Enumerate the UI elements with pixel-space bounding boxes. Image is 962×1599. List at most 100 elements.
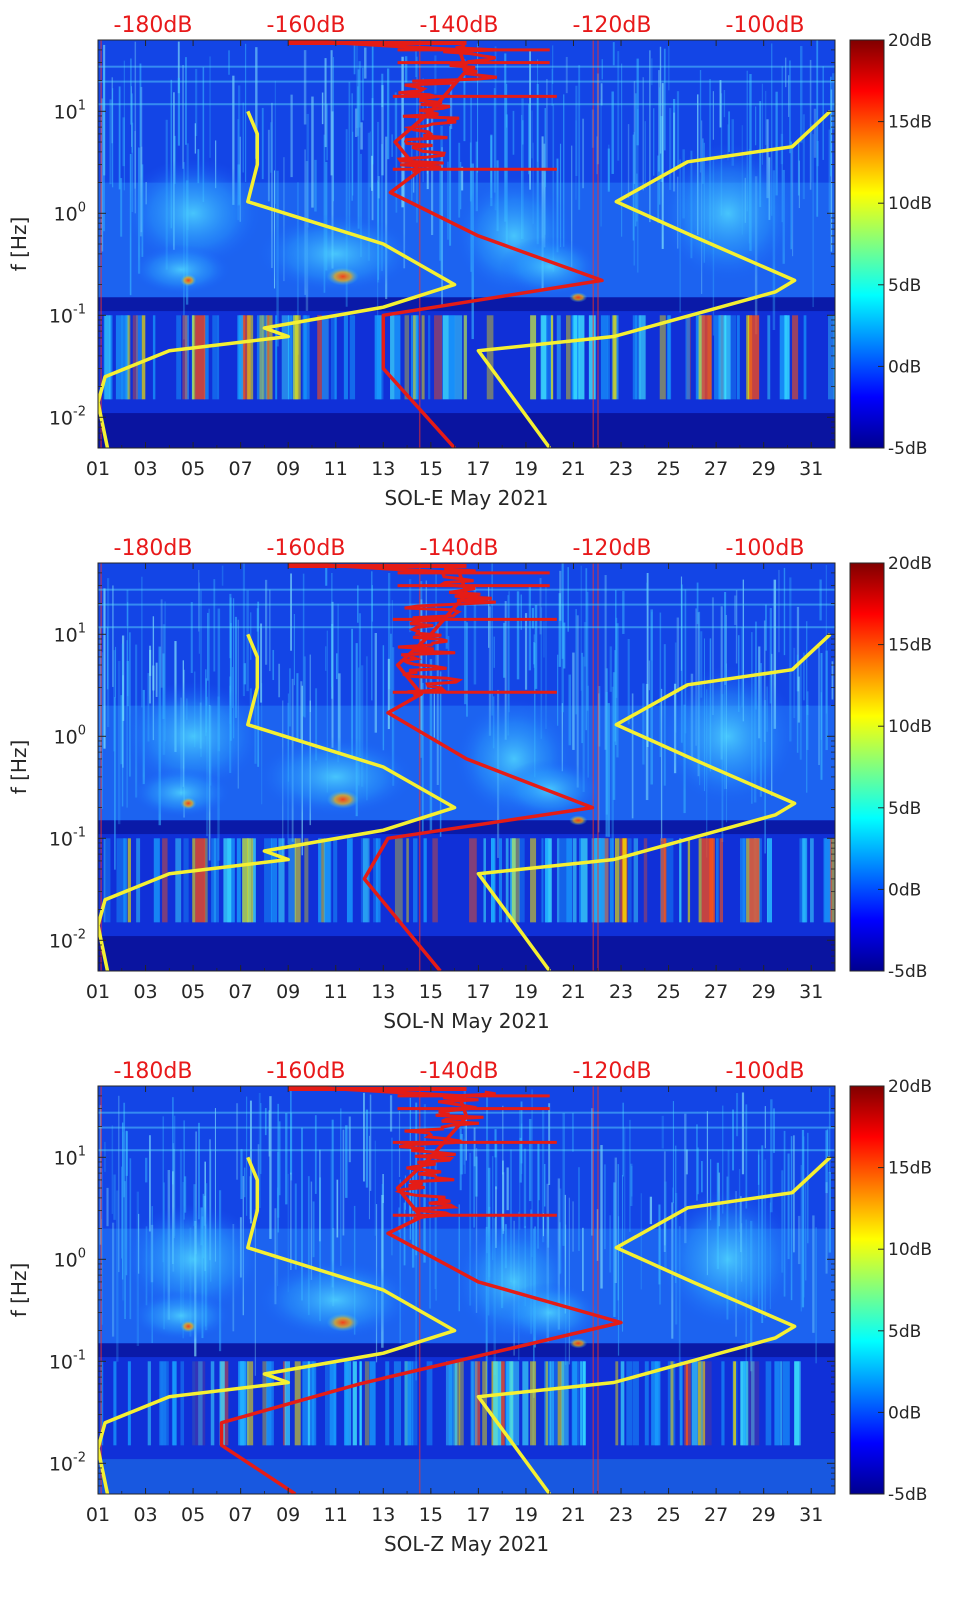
- x-tick-label: 27: [704, 1504, 728, 1526]
- top-db-label: -160dB: [267, 1059, 346, 1084]
- x-tick-label: 23: [609, 981, 633, 1003]
- y-tick-label: 100: [54, 200, 86, 225]
- x-tick-label: 05: [181, 981, 205, 1003]
- x-tick-label: 01: [86, 1504, 110, 1526]
- x-tick-label: 21: [561, 981, 585, 1003]
- x-tick-label: 29: [752, 981, 776, 1003]
- yellow-curve-0: [98, 633, 457, 971]
- x-tick-label: 23: [609, 1504, 633, 1526]
- top-db-label: -160dB: [267, 536, 346, 561]
- x-tick-label: 31: [799, 458, 823, 480]
- top-db-label: -140dB: [420, 536, 499, 561]
- yellow-curve-1: [476, 1156, 832, 1494]
- colorbar-tick-label: 5dB: [888, 799, 921, 819]
- y-tick-label: 10-1: [49, 302, 86, 327]
- colorbar-tick-label: 0dB: [888, 357, 921, 377]
- colorbar-tick-label: 10dB: [888, 194, 932, 214]
- x-tick-label: 25: [656, 981, 680, 1003]
- x-tick-label: 09: [276, 458, 300, 480]
- y-tick-label: 10-2: [49, 404, 86, 429]
- x-tick-label: 11: [324, 458, 348, 480]
- x-tick-label: 15: [419, 458, 443, 480]
- y-tick-label: 101: [54, 1144, 86, 1169]
- x-tick-label: 27: [704, 458, 728, 480]
- x-tick-label: 11: [324, 981, 348, 1003]
- x-tick-label: 11: [324, 1504, 348, 1526]
- colorbar-tick-label: 15dB: [888, 113, 932, 133]
- x-tick-label: 15: [419, 1504, 443, 1526]
- colorbar-tick-label: 5dB: [888, 1322, 921, 1342]
- colorbar-tick-label: 20dB: [888, 1077, 932, 1097]
- x-tick-label: 07: [229, 458, 253, 480]
- spectrogram: [98, 563, 835, 971]
- red-curve-hf: [394, 1090, 496, 1221]
- x-tick-label: 17: [466, 458, 490, 480]
- yellow-curve-1: [476, 110, 832, 448]
- x-tick-label: 13: [371, 981, 395, 1003]
- x-tick-label: 17: [466, 1504, 490, 1526]
- yellow-curve-0: [98, 1156, 457, 1494]
- red-curve-hf: [397, 567, 496, 698]
- x-tick-label: 31: [799, 981, 823, 1003]
- top-db-label: -100dB: [726, 13, 805, 38]
- x-tick-label: 29: [752, 1504, 776, 1526]
- x-tick-label: 09: [276, 1504, 300, 1526]
- x-tick-label: 05: [181, 1504, 205, 1526]
- y-tick-label: 100: [54, 723, 86, 748]
- x-tick-label: 31: [799, 1504, 823, 1526]
- x-tick-label: 07: [229, 981, 253, 1003]
- y-tick-label: 101: [54, 621, 86, 646]
- top-db-label: -100dB: [726, 536, 805, 561]
- colorbar-tick-label: 20dB: [888, 554, 932, 574]
- top-db-label: -180dB: [114, 13, 193, 38]
- colorbar-tick-label: 15dB: [888, 636, 932, 656]
- y-tick-label: 100: [54, 1246, 86, 1271]
- x-tick-label: 19: [514, 458, 538, 480]
- colorbar-tick-label: 10dB: [888, 717, 932, 737]
- panel-sol-z: 01 03 05 07 09 11 13 15 17 19 21 23 25 27 29 31 10-2 10-1…: [7, 1059, 932, 1556]
- x-tick-label: 27: [704, 981, 728, 1003]
- yellow-curve-0: [98, 110, 457, 448]
- x-tick-label: 03: [133, 458, 157, 480]
- x-axis-title: SOL-N May 2021: [383, 1009, 549, 1033]
- top-db-label: -100dB: [726, 1059, 805, 1084]
- panel-sol-n: 01 03 05 07 09 11 13 15 17 19 21 23 25 27 29 31 10-2 10-1…: [7, 536, 932, 1033]
- colorbar-tick-label: -5dB: [888, 439, 927, 459]
- spectrogram: [98, 1086, 835, 1494]
- x-tick-label: 17: [466, 981, 490, 1003]
- x-tick-label: 07: [229, 1504, 253, 1526]
- top-db-label: -160dB: [267, 13, 346, 38]
- y-tick-label: 10-1: [49, 825, 86, 850]
- colorbar-tick-label: 0dB: [888, 880, 921, 900]
- y-tick-label: 10-1: [49, 1348, 86, 1373]
- x-tick-label: 03: [133, 981, 157, 1003]
- x-tick-label: 05: [181, 458, 205, 480]
- top-db-label: -120dB: [573, 536, 652, 561]
- colorbar-tick-label: 20dB: [888, 31, 932, 51]
- colorbar: -5dB 0dB 5dB 10dB 15dB 20dB: [849, 554, 932, 982]
- x-axis-title: SOL-E May 2021: [384, 486, 548, 510]
- spectrogram: [98, 40, 835, 448]
- x-axis-title: SOL-Z May 2021: [384, 1532, 549, 1556]
- colorbar-tick-label: 10dB: [888, 1240, 932, 1260]
- y-axis-title: f [Hz]: [7, 1263, 31, 1318]
- x-tick-label: 15: [419, 981, 443, 1003]
- x-tick-label: 09: [276, 981, 300, 1003]
- x-tick-label: 25: [656, 1504, 680, 1526]
- x-tick-label: 03: [133, 1504, 157, 1526]
- panel-sol-e: 01 03 05 07 09 11 13 15 17 19 21 23 25 27 29 31 10-2 10-1…: [7, 13, 932, 510]
- colorbar-tick-label: -5dB: [888, 962, 927, 982]
- colorbar: -5dB 0dB 5dB 10dB 15dB 20dB: [849, 31, 932, 459]
- colorbar-tick-label: -5dB: [888, 1485, 927, 1505]
- yellow-curve-1: [476, 633, 832, 971]
- x-tick-label: 23: [609, 458, 633, 480]
- colorbar-tick-label: 15dB: [888, 1159, 932, 1179]
- y-tick-label: 10-2: [49, 927, 86, 952]
- red-curve-hf: [396, 44, 498, 174]
- x-tick-label: 13: [371, 458, 395, 480]
- y-axis-title: f [Hz]: [7, 217, 31, 272]
- top-db-label: -140dB: [420, 13, 499, 38]
- top-db-label: -120dB: [573, 1059, 652, 1084]
- y-axis-title: f [Hz]: [7, 740, 31, 795]
